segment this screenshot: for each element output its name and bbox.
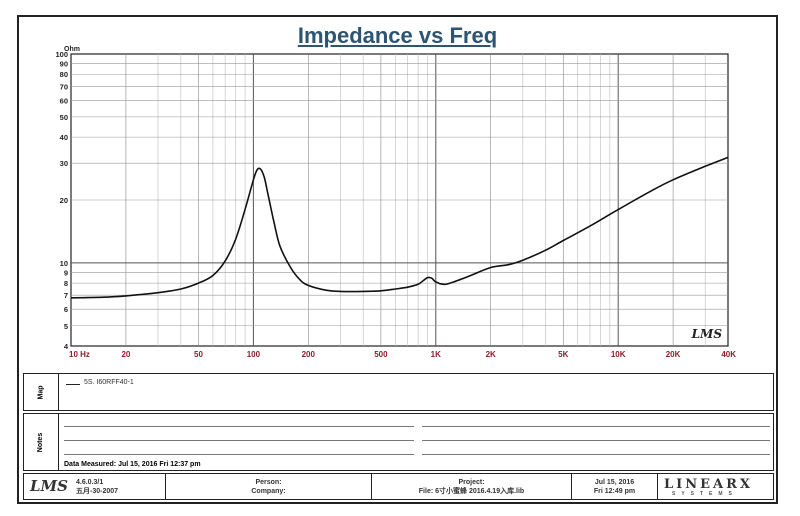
linearx-logo-cell: LINEARX SYSTEMS (658, 474, 773, 499)
x-tick-label: 20 (121, 350, 130, 359)
y-tick-label: 7 (64, 291, 68, 300)
impedance-curve (70, 156, 729, 299)
x-tick-label: 500 (374, 350, 388, 359)
data-measured-text: Data Measured: Jul 15, 2016 Fri 12:37 pm (64, 461, 201, 468)
footer-date-cell: Jul 15, 2016 Fri 12:49 pm (572, 474, 658, 499)
x-tick-label: 20K (666, 350, 681, 359)
notes-side-label: Notes (24, 414, 59, 470)
lms-logo: LMS (30, 477, 68, 495)
map-side-label: Map (24, 374, 59, 410)
legend-panel: Map 5S. I60RFF40-1 (23, 373, 774, 411)
y-axis-unit-label: Ohm (64, 46, 80, 53)
y-tick-label: 5 (64, 322, 68, 331)
report-frame: Impedance vs Freq 4 5 6 7 8 9 10 20 30 40 50 60 70 80… (17, 15, 778, 504)
chart-title: Impedance vs Freq (297, 23, 498, 48)
x-tick-label: 1K (431, 350, 441, 359)
company-label: Company: (251, 488, 286, 495)
x-tick-label: 10 Hz (69, 350, 90, 359)
y-tick-label: 10 (60, 259, 68, 268)
footer-time: Fri 12:49 pm (593, 488, 636, 495)
note-line (422, 440, 770, 441)
note-line (64, 440, 414, 441)
y-tick-label: 70 (60, 82, 68, 91)
lms-watermark: LMS (691, 327, 723, 341)
linearx-logo: LINEARX (664, 477, 753, 492)
y-tick-label: 6 (64, 305, 68, 314)
y-tick-label: 80 (60, 70, 68, 79)
y-tick-label: 4 (64, 342, 69, 351)
y-tick-label: 60 (60, 96, 68, 105)
version-text: 4.6.0.3/1 (76, 479, 104, 486)
y-tick-label: 30 (60, 159, 68, 168)
note-line (422, 454, 770, 455)
y-tick-label: 40 (60, 133, 68, 142)
person-label: Person: (255, 479, 282, 486)
x-tick-label: 5K (558, 350, 568, 359)
y-tick-label: 8 (64, 279, 68, 288)
footer-bar: LMS 4.6.0.3/1 五月-30-2007 Person: Company… (23, 473, 774, 500)
x-tick-label: 200 (302, 350, 316, 359)
x-tick-label: 10K (611, 350, 626, 359)
note-line (64, 454, 414, 455)
y-tick-label: 9 (64, 268, 68, 277)
build-date-text: 五月-30-2007 (76, 488, 119, 495)
legend-entry: 5S. I60RFF40-1 (84, 379, 134, 386)
y-tick-label: 100 (55, 50, 68, 59)
legend-line-swatch (66, 384, 80, 385)
notes-panel: Notes Data Measured: Jul 15, 2016 Fri 12… (23, 413, 774, 471)
project-label: Project: (458, 479, 485, 486)
y-tick-label: 20 (60, 196, 68, 205)
note-line (64, 426, 414, 427)
x-tick-label: 50 (194, 350, 203, 359)
x-tick-label: 100 (247, 350, 261, 359)
note-line (422, 426, 770, 427)
footer-project-cell: Project: File: 6寸小蜜蜂 2016.4.19入库.lib (372, 474, 572, 499)
project-file-text: File: 6寸小蜜蜂 2016.4.19入库.lib (418, 488, 525, 495)
footer-version-cell: LMS 4.6.0.3/1 五月-30-2007 (24, 474, 166, 499)
x-tick-label: 40K (721, 350, 736, 359)
footer-date: Jul 15, 2016 (594, 479, 635, 486)
footer-person-cell: Person: Company: (166, 474, 372, 499)
x-tick-label: 2K (486, 350, 496, 359)
y-tick-label: 50 (60, 113, 68, 122)
y-tick-label: 90 (60, 60, 68, 69)
linearx-systems-text: SYSTEMS (672, 491, 738, 497)
